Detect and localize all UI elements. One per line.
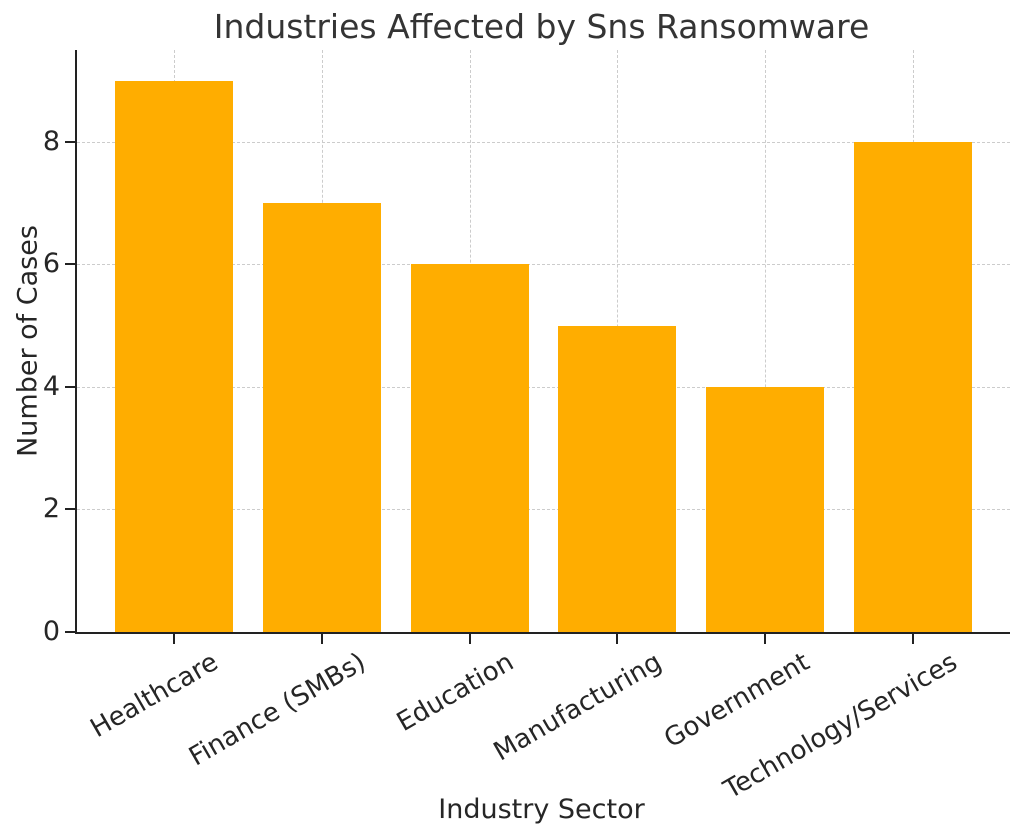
y-tick-mark [65, 508, 75, 511]
x-tick-mark [320, 634, 323, 644]
v-gridline [765, 50, 767, 632]
x-tick-label: Manufacturing [488, 647, 667, 768]
y-tick-label: 0 [42, 616, 60, 647]
y-tick-mark [65, 385, 75, 388]
bar [558, 325, 677, 632]
x-tick-label: Education [391, 647, 520, 738]
bar [854, 141, 972, 632]
x-tick-mark [468, 634, 471, 644]
x-axis-label: Industry Sector [438, 794, 645, 825]
x-tick-label: Healthcare [85, 647, 224, 744]
x-tick-mark [173, 634, 175, 644]
y-tick-mark [65, 263, 75, 266]
h-gridline [77, 386, 1010, 388]
x-tick-mark [764, 634, 767, 644]
bar [410, 264, 529, 632]
y-tick-label: 6 [42, 248, 60, 280]
y-tick-mark [65, 631, 75, 633]
y-tick-label: 2 [42, 493, 60, 525]
h-gridline [77, 141, 1010, 143]
bar [262, 203, 381, 632]
x-tick-mark [912, 634, 914, 644]
chart-title: Industries Affected by Sns Ransomware [213, 7, 870, 46]
bar [115, 80, 233, 632]
y-tick-label: 4 [42, 370, 60, 402]
x-tick-mark [616, 634, 619, 644]
y-tick-label: 8 [42, 125, 60, 157]
bar [706, 386, 825, 632]
h-gridline [77, 509, 1010, 511]
h-gridline [77, 264, 1010, 266]
plot-area: 0 2 4 6 8 Healthcare Finance (SMBs) Education Ma… [43, 50, 1010, 805]
y-tick-mark [65, 140, 75, 143]
